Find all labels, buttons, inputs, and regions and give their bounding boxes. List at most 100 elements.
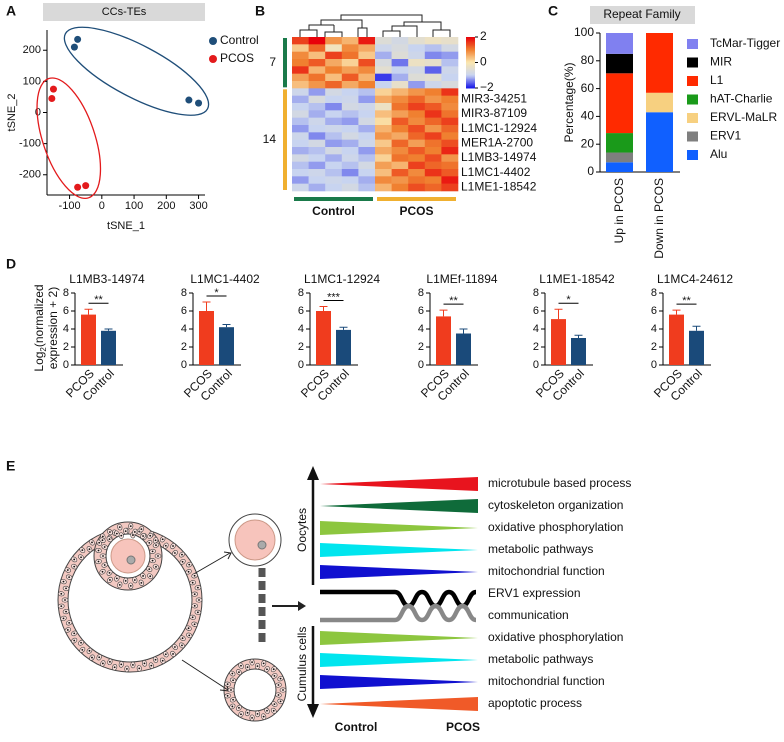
heatmap-cell bbox=[341, 44, 359, 52]
nucleus bbox=[118, 583, 121, 586]
bar-segment bbox=[646, 112, 673, 172]
nucleus bbox=[133, 531, 136, 533]
nucleus bbox=[231, 705, 234, 708]
row-label: MIR3-87109 bbox=[461, 106, 527, 120]
x-tick-label: 200 bbox=[157, 200, 175, 212]
heatmap-cell bbox=[375, 95, 392, 104]
heatmap-cell bbox=[292, 88, 309, 96]
heatmap-cell bbox=[292, 125, 309, 133]
nucleus bbox=[279, 677, 282, 680]
colorbar-step bbox=[466, 61, 475, 63]
heatmap-cell bbox=[391, 66, 409, 74]
nucleus bbox=[196, 586, 199, 589]
heatmap-cell bbox=[292, 139, 309, 148]
nucleus bbox=[251, 661, 253, 664]
legend-label: Control bbox=[220, 33, 259, 47]
nucleus bbox=[68, 576, 71, 579]
heatmap-cell bbox=[308, 176, 326, 184]
process-label: communication bbox=[488, 608, 569, 622]
nucleus bbox=[193, 593, 196, 596]
heatmap-cell bbox=[325, 132, 343, 140]
legend-label: MIR bbox=[710, 55, 732, 69]
process-label: metabolic pathways bbox=[488, 652, 593, 666]
y-tick-label: 8 bbox=[298, 287, 304, 299]
heatmap-cell bbox=[375, 139, 392, 148]
heatmap-cell bbox=[341, 147, 359, 155]
chart-title: L1ME1-18542 bbox=[539, 272, 615, 286]
nucleus bbox=[181, 560, 184, 563]
process-label: microtubule based process bbox=[488, 476, 631, 490]
heatmap-cell bbox=[341, 110, 359, 118]
heatmap-cell bbox=[375, 51, 392, 60]
heatmap-cell bbox=[424, 176, 442, 184]
colorbar-step bbox=[466, 63, 475, 66]
heatmap-cell bbox=[441, 132, 459, 140]
heatmap-cell bbox=[325, 73, 343, 82]
nucleus bbox=[193, 623, 196, 626]
y-tick-label: 8 bbox=[181, 287, 187, 299]
x-axis-label: tSNE_1 bbox=[107, 220, 145, 232]
nucleus bbox=[149, 575, 152, 578]
title-box bbox=[590, 6, 695, 24]
heatmap-cell bbox=[424, 147, 442, 155]
heatmap-cell bbox=[408, 132, 426, 140]
heatmap-cell bbox=[292, 73, 309, 82]
legend-swatch bbox=[687, 94, 698, 105]
bar bbox=[219, 327, 234, 365]
legend-swatch bbox=[687, 113, 698, 123]
heatmap-cell bbox=[391, 81, 409, 89]
nucleus bbox=[198, 599, 200, 601]
heatmap-cell bbox=[341, 73, 359, 82]
heatmap-cell bbox=[358, 59, 376, 67]
heatmap-cell bbox=[358, 169, 376, 177]
heatmap-cell bbox=[391, 103, 409, 111]
nucleus bbox=[68, 621, 71, 624]
nucleus bbox=[97, 549, 100, 552]
col-group-label: PCOS bbox=[399, 204, 433, 218]
nucleus bbox=[272, 709, 275, 712]
nucleus bbox=[101, 535, 104, 538]
heatmap-cell bbox=[441, 110, 459, 118]
heatmap-cell bbox=[375, 66, 392, 74]
y-tick-label: 8 bbox=[63, 287, 69, 299]
y-tick-label: 4 bbox=[651, 323, 657, 335]
colorbar-step bbox=[466, 68, 475, 71]
chart-title: L1MC4-24612 bbox=[657, 272, 733, 286]
heatmap-cell bbox=[441, 161, 459, 170]
colorbar-step bbox=[466, 85, 475, 88]
colorbar-step bbox=[466, 38, 475, 41]
nucleus bbox=[240, 713, 242, 716]
nucleus bbox=[103, 564, 106, 566]
nucleus bbox=[62, 617, 65, 620]
heatmap-cell bbox=[391, 59, 409, 67]
significance-label: ** bbox=[449, 295, 458, 307]
heatmap-cell bbox=[408, 169, 426, 177]
colorbar-step bbox=[466, 37, 475, 39]
heatmap-cell bbox=[358, 110, 376, 118]
colorbar-step bbox=[466, 51, 475, 53]
heatmap-cell bbox=[308, 59, 326, 67]
y-tick-label: 6 bbox=[63, 305, 69, 317]
y-tick-label: 0 bbox=[63, 359, 69, 371]
colorbar-step bbox=[466, 66, 475, 69]
heatmap-cell bbox=[391, 95, 409, 104]
y-tick-label: 40 bbox=[581, 109, 595, 123]
y-tick-label: 2 bbox=[533, 341, 539, 353]
heatmap-cell bbox=[308, 110, 326, 118]
bar-segment bbox=[646, 92, 673, 113]
heatmap-cell bbox=[358, 88, 376, 96]
colorbar-step bbox=[466, 49, 475, 52]
bar-segment bbox=[606, 73, 633, 134]
legend-marker bbox=[209, 37, 217, 45]
y-tick-label: 6 bbox=[651, 305, 657, 317]
heatmap-cell bbox=[292, 59, 309, 67]
heatmap-cell bbox=[358, 95, 376, 104]
y-tick-label: 8 bbox=[533, 287, 539, 299]
row-label: L1MC1-12924 bbox=[461, 121, 537, 135]
nucleus bbox=[150, 664, 153, 667]
y-tick-label: 6 bbox=[298, 305, 304, 317]
heatmap-cell bbox=[408, 154, 426, 162]
colorbar-step bbox=[466, 76, 475, 79]
y-tick-label: 4 bbox=[298, 323, 304, 335]
heatmap-cell bbox=[375, 161, 392, 170]
